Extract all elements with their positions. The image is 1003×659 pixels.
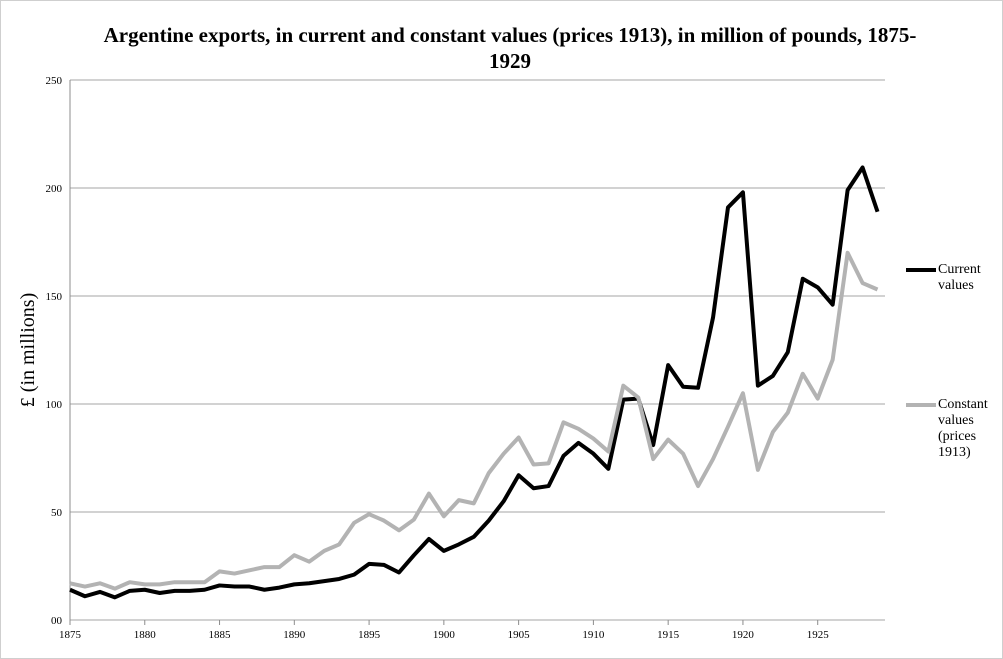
series-line (69, 165, 880, 600)
x-tick-label: 1900 (433, 629, 456, 641)
series-line (69, 250, 879, 591)
legend-label: Constant values (prices 1913) (938, 397, 988, 460)
y-axis-label: £ (in millions) (17, 293, 39, 407)
x-tick-label: 1910 (582, 629, 605, 641)
x-tick-label: 1895 (358, 629, 381, 641)
x-tick-label: 1920 (732, 629, 755, 641)
y-tick-label: 50 (51, 507, 63, 519)
chart-title: Argentine exports, in current and consta… (103, 23, 917, 73)
y-tick-label: 100 (46, 399, 63, 411)
y-tick-label: 150 (46, 291, 63, 303)
x-tick-label: 1905 (508, 629, 531, 641)
legend-label: Current values (938, 262, 981, 293)
y-tick-label: 00 (51, 615, 63, 627)
x-tick-label: 1890 (283, 629, 306, 641)
x-tick-label: 1915 (657, 629, 680, 641)
x-tick-label: 1875 (59, 629, 82, 641)
x-tick-label: 1885 (209, 629, 232, 641)
y-tick-label: 200 (46, 183, 63, 195)
x-tick-label: 1880 (134, 629, 157, 641)
x-tick-label: 1925 (807, 629, 830, 641)
y-tick-label: 250 (46, 75, 63, 87)
